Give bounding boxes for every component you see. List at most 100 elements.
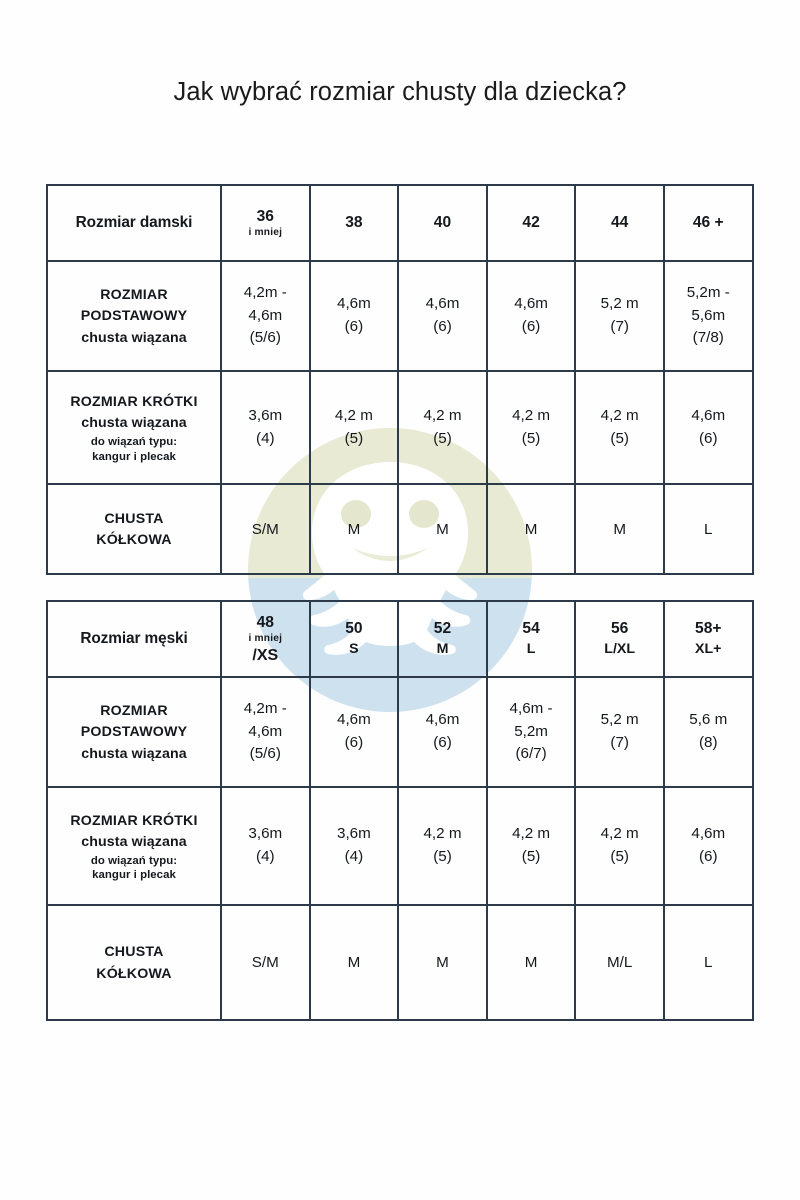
value-cell: 4,6m (6)	[397, 260, 488, 372]
table-row-basic-size: ROZMIAR PODSTAWOWY chusta wiązana 4,2m -…	[46, 676, 754, 788]
row-label-basic: ROZMIAR PODSTAWOWY chusta wiązana	[46, 260, 222, 372]
table-header-row: Rozmiar męski 48 i mniej /XS 50 S 52 M	[46, 600, 754, 678]
size-main: 54	[522, 620, 540, 638]
row-label-sub: chusta wiązana	[81, 745, 187, 762]
value-cell: 5,2m -5,6m (7/8)	[662, 260, 754, 372]
value-cell: 4,6m (6)	[662, 370, 754, 485]
size-table-male: Rozmiar męski 48 i mniej /XS 50 S 52 M	[46, 600, 754, 1021]
row-label-note: do wiązań typu: kangur i plecak	[90, 436, 178, 463]
size-main: 38	[345, 214, 363, 232]
row-label-line1: ROZMIAR	[100, 287, 168, 304]
value-cell: M	[485, 904, 577, 1021]
female-size-table: Rozmiar damski 36 i mniej 38 40 42	[46, 184, 754, 575]
table-row-short-size: ROZMIAR KRÓTKI chusta wiązana do wiązań …	[46, 786, 754, 906]
header-size-cell: 36 i mniej	[220, 184, 311, 262]
row-label-note: do wiązań typu: kangur i plecak	[90, 854, 178, 882]
page-title: Jak wybrać rozmiar chusty dla dziecka?	[173, 78, 627, 106]
size-main: 58+	[695, 620, 722, 638]
size-small: i mniej	[248, 226, 283, 238]
value-cell: 4,2m -4,6m (5/6)	[220, 676, 311, 788]
size-table-female: Rozmiar damski 36 i mniej 38 40 42	[46, 184, 754, 575]
value-cell: M	[574, 483, 665, 575]
value-cell: M	[397, 904, 488, 1021]
value-cell: 5,2 m (7)	[574, 260, 665, 372]
header-label-female: Rozmiar damski	[46, 184, 222, 262]
header-size-cell: 52 M	[397, 600, 488, 678]
row-label-line1: ROZMIAR KRÓTKI	[70, 812, 198, 829]
header-size-cell: 38	[308, 184, 400, 262]
value-cell: 4,6m (6)	[485, 260, 577, 372]
header-size-cell: 44	[574, 184, 665, 262]
value-cell: L	[662, 904, 754, 1021]
value-cell: 3,6m (4)	[220, 370, 311, 485]
row-label-sub: chusta wiązana	[81, 329, 187, 346]
value-cell: 4,2 m (5)	[574, 786, 665, 906]
value-cell: 3,6m (4)	[308, 786, 400, 906]
size-main: 52	[433, 620, 452, 638]
header-size-cell: 48 i mniej /XS	[220, 600, 311, 678]
value-cell: S/M	[220, 483, 311, 575]
size-main: 56	[610, 620, 629, 638]
size-main: 42	[522, 214, 540, 232]
value-cell: 4,6m -5,2m (6/7)	[485, 676, 577, 788]
row-label-line1: ROZMIAR	[100, 703, 168, 720]
size-small: i mniej	[248, 632, 283, 644]
value-cell: M	[397, 483, 488, 575]
row-label-line2: KÓŁKOWA	[96, 532, 172, 548]
size-sub: XL+	[695, 641, 722, 658]
size-main: 50	[345, 620, 363, 638]
row-label-line1: CHUSTA	[104, 510, 164, 527]
header-label-male: Rozmiar męski	[46, 600, 222, 678]
value-cell: 4,6m (6)	[662, 786, 754, 906]
header-size-cell: 58+ XL+	[662, 600, 754, 678]
value-cell: M	[308, 483, 400, 575]
header-size-cell: 54 L	[485, 600, 577, 678]
row-label-basic: ROZMIAR PODSTAWOWY chusta wiązana	[46, 676, 222, 788]
value-cell: 4,6m (6)	[308, 260, 400, 372]
row-label-line1: ROZMIAR KRÓTKI	[70, 394, 198, 411]
table-header-row: Rozmiar damski 36 i mniej 38 40 42	[46, 184, 754, 262]
value-cell: 4,2m -4,6m (5/6)	[220, 260, 311, 372]
size-main: 36	[256, 207, 274, 225]
row-label-short: ROZMIAR KRÓTKI chusta wiązana do wiązań …	[46, 370, 222, 485]
male-size-table: Rozmiar męski 48 i mniej /XS 50 S 52 M	[46, 600, 754, 1021]
row-label-sub: chusta wiązana	[81, 833, 187, 850]
row-label-ring: CHUSTA KÓŁKOWA	[46, 483, 222, 575]
header-size-cell: 56 L/XL	[574, 600, 665, 678]
value-cell: L	[662, 483, 754, 575]
table-row-short-size: ROZMIAR KRÓTKI chusta wiązana do wiązań …	[46, 370, 754, 485]
row-label-line2: KÓŁKOWA	[96, 965, 172, 982]
table-row-ring-sling: CHUSTA KÓŁKOWA S/M M M M M/L L	[46, 904, 754, 1021]
value-cell: 4,6m (6)	[397, 676, 488, 788]
value-cell: 4,2 m (5)	[574, 370, 665, 485]
value-cell: 4,2 m (5)	[485, 786, 577, 906]
table-row-basic-size: ROZMIAR PODSTAWOWY chusta wiązana 4,2m -…	[46, 260, 754, 372]
value-cell: S/M	[220, 904, 311, 1021]
row-label-short: ROZMIAR KRÓTKI chusta wiązana do wiązań …	[46, 786, 222, 906]
size-main: 46 +	[692, 214, 724, 232]
size-sub: S	[349, 641, 359, 658]
size-sub: L/XL	[604, 641, 636, 658]
table-row-ring-sling: CHUSTA KÓŁKOWA S/M M M M M L	[46, 483, 754, 575]
value-cell: M	[308, 904, 400, 1021]
size-sub: L	[526, 641, 536, 658]
header-size-cell: 42	[485, 184, 577, 262]
size-xs: /XS	[252, 646, 279, 664]
header-size-cell: 50 S	[308, 600, 400, 678]
header-size-cell: 46 +	[662, 184, 754, 262]
value-cell: M	[485, 483, 577, 575]
row-label-line2: PODSTAWOWY	[80, 724, 188, 741]
size-sub: M	[436, 641, 449, 658]
value-cell: 4,2 m (5)	[397, 370, 488, 485]
row-label-line2: PODSTAWOWY	[80, 308, 188, 325]
value-cell: 4,6m (6)	[308, 676, 400, 788]
size-main: 44	[610, 214, 629, 232]
value-cell: 4,2 m (5)	[308, 370, 400, 485]
row-label-line1: CHUSTA	[104, 944, 164, 961]
size-main: 40	[433, 214, 452, 232]
value-cell: M/L	[574, 904, 665, 1021]
row-label-ring: CHUSTA KÓŁKOWA	[46, 904, 222, 1021]
size-main: 48	[256, 613, 274, 631]
header-size-cell: 40	[397, 184, 488, 262]
